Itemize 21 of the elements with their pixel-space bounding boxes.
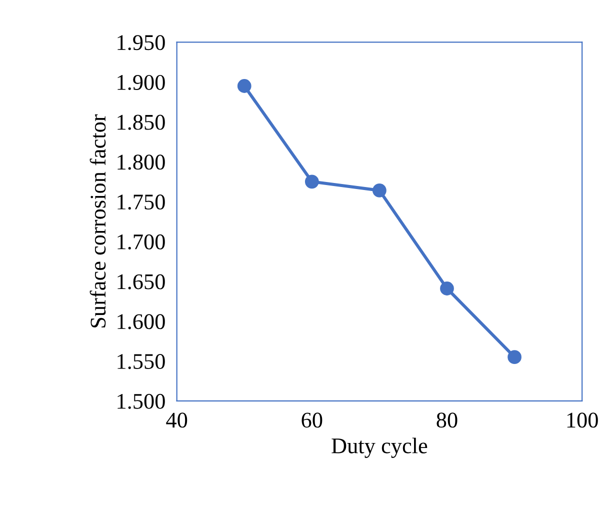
y-tick-label: 1.650 bbox=[118, 274, 165, 290]
x-axis-title: Duty cycle bbox=[332, 438, 428, 458]
x-tick-label: 60 bbox=[302, 412, 322, 428]
x-tick-label: 100 bbox=[567, 412, 598, 428]
y-tick-label: 1.700 bbox=[118, 234, 165, 250]
x-tick-label: 40 bbox=[166, 412, 188, 428]
y-tick-label: 1.850 bbox=[118, 114, 165, 130]
point bbox=[237, 79, 252, 93]
point bbox=[508, 350, 522, 364]
point bbox=[372, 183, 386, 198]
point bbox=[440, 282, 454, 296]
y-tick-label: 1.900 bbox=[118, 74, 165, 90]
y-tick-label: 1.600 bbox=[118, 314, 165, 330]
point bbox=[304, 174, 319, 189]
y-tick-label: 1.750 bbox=[118, 194, 165, 210]
y-tick-label: 1.800 bbox=[118, 154, 165, 170]
y-axis-title: Surface corrosion factor bbox=[90, 114, 106, 328]
y-tick-label: 1.950 bbox=[118, 35, 165, 50]
x-tick-label: 80 bbox=[436, 412, 458, 428]
y-tick-label: 1.550 bbox=[118, 354, 165, 370]
y-tick-label: 1.500 bbox=[118, 394, 165, 409]
